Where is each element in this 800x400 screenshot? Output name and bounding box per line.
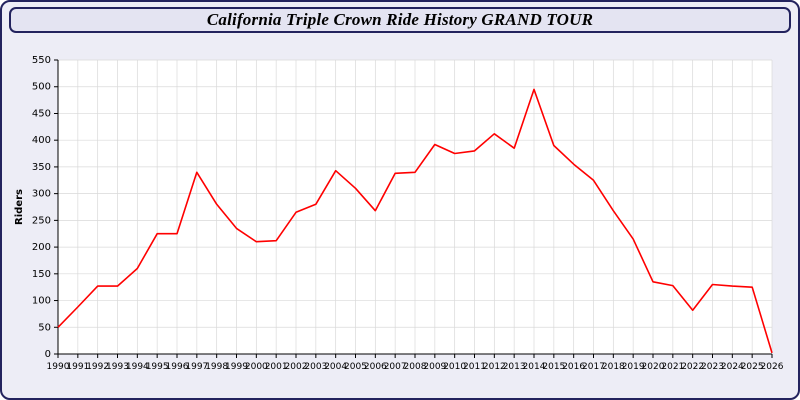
x-tick-label: 2018: [602, 362, 625, 372]
x-tick-label: 2019: [622, 362, 645, 372]
y-tick-label: 250: [32, 215, 51, 226]
x-tick-label: 2023: [701, 362, 724, 372]
x-tick-label: 2003: [304, 362, 327, 372]
line-chart: 0 50 100 150 200 250 300 350 400 450 500 550 1990 199…: [10, 46, 794, 394]
x-tick-label: 2025: [741, 362, 764, 372]
x-tick-label: 2016: [562, 362, 585, 372]
x-tick-label: 2006: [364, 362, 387, 372]
y-tick-label: 400: [32, 135, 51, 146]
x-tick-label: 2015: [542, 362, 565, 372]
y-tick-label: 50: [38, 322, 51, 333]
x-tick-label: 2002: [285, 362, 308, 372]
x-tick-label: 1996: [166, 362, 189, 372]
x-tick-label: 2012: [483, 362, 506, 372]
x-tick-label: 1992: [86, 362, 109, 372]
x-tick-label: 1993: [106, 362, 129, 372]
x-tick-label: 2020: [642, 362, 665, 372]
x-tick-label: 2004: [324, 362, 347, 372]
x-tick-label: 1997: [185, 362, 208, 372]
x-tick-label: 2026: [761, 362, 784, 372]
x-tick-label: 2013: [503, 362, 526, 372]
y-tick-label: 150: [32, 269, 51, 280]
chart-title-bar: California Triple Crown Ride History GRA…: [9, 7, 791, 33]
x-tick-label: 1999: [225, 362, 248, 372]
y-tick-label: 550: [32, 55, 51, 66]
x-tick-label: 2014: [523, 362, 546, 372]
x-tick-label: 1990: [47, 362, 70, 372]
x-tick-label: 2005: [344, 362, 367, 372]
x-tick-label: 2024: [721, 362, 744, 372]
y-tick-label: 100: [32, 296, 51, 307]
y-tick-label: 500: [32, 82, 51, 93]
x-tick-label: 2010: [443, 362, 466, 372]
x-tick-label: 2017: [582, 362, 605, 372]
chart-svg: 0501001502002503003504004505005501990199…: [14, 55, 784, 372]
x-tick-label: 2008: [404, 362, 427, 372]
x-tick-label: 2009: [423, 362, 446, 372]
y-tick-label: 300: [32, 189, 51, 200]
x-tick-label: 2011: [463, 362, 486, 372]
riders-line-series: [57, 88, 773, 354]
y-tick-label: 0: [45, 349, 51, 360]
x-tick-label: 2000: [245, 362, 268, 372]
x-tick-label: 1991: [66, 362, 89, 372]
x-tick-label: 2022: [681, 362, 704, 372]
x-tick-label: 2021: [661, 362, 684, 372]
chart-title: California Triple Crown Ride History GRA…: [206, 10, 594, 29]
y-tick-label: 450: [32, 108, 51, 119]
y-axis-label: Riders: [14, 189, 25, 225]
x-tick-label: 1995: [146, 362, 169, 372]
x-tick-label: 2007: [384, 362, 407, 372]
y-tick-label: 200: [32, 242, 51, 253]
x-tick-label: 2001: [265, 362, 288, 372]
x-tick-label: 1994: [126, 362, 149, 372]
y-tick-label: 350: [32, 162, 51, 173]
x-tick-label: 1998: [205, 362, 228, 372]
